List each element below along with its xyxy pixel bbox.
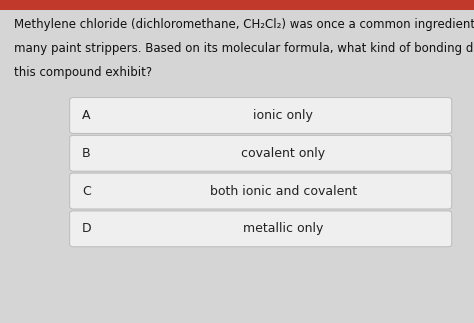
Text: covalent only: covalent only xyxy=(241,147,325,160)
Text: metallic only: metallic only xyxy=(243,222,323,235)
Text: D: D xyxy=(82,222,91,235)
Text: B: B xyxy=(82,147,91,160)
Text: C: C xyxy=(82,184,91,198)
Text: both ionic and covalent: both ionic and covalent xyxy=(210,184,357,198)
Text: A: A xyxy=(82,109,91,122)
Text: many paint strippers. Based on its molecular formula, what kind of bonding does: many paint strippers. Based on its molec… xyxy=(14,42,474,55)
FancyBboxPatch shape xyxy=(70,173,452,209)
FancyBboxPatch shape xyxy=(0,0,474,10)
Text: Methylene chloride (dichloromethane, CH₂Cl₂) was once a common ingredient in: Methylene chloride (dichloromethane, CH₂… xyxy=(14,18,474,31)
FancyBboxPatch shape xyxy=(70,98,452,133)
Text: this compound exhibit?: this compound exhibit? xyxy=(14,66,152,79)
FancyBboxPatch shape xyxy=(70,211,452,247)
Text: ionic only: ionic only xyxy=(253,109,313,122)
FancyBboxPatch shape xyxy=(70,135,452,171)
